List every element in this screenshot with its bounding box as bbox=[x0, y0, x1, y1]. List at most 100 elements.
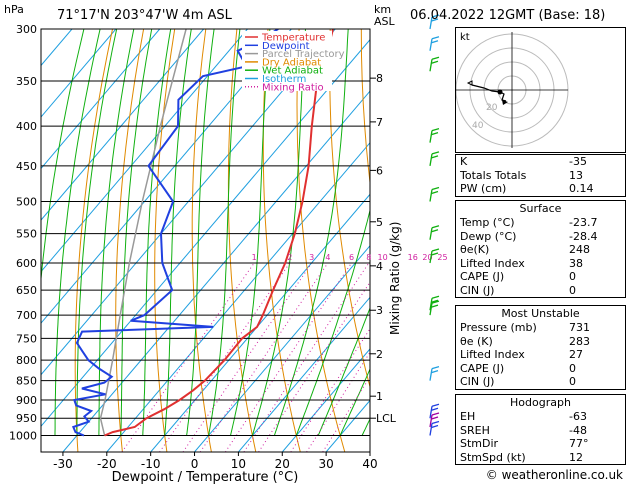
stat-value: 0.14 bbox=[569, 182, 594, 195]
wind-barb bbox=[429, 56, 440, 72]
dry-adiabat-line bbox=[296, 29, 346, 452]
wind-barb bbox=[429, 420, 440, 436]
mixing-ratio-label: 10 bbox=[378, 253, 388, 262]
hodograph-plot: kt 20 40 bbox=[455, 32, 569, 148]
height-km-label: 7 bbox=[376, 116, 383, 129]
stat-value: 13 bbox=[569, 168, 583, 182]
x-tick-label: 10 bbox=[231, 457, 246, 471]
stat-row: CAPE (J) 0 bbox=[456, 270, 625, 284]
dry-adiabat-line bbox=[74, 29, 113, 452]
isotherm-line bbox=[41, 29, 117, 118]
dry-adiabat-line bbox=[360, 29, 370, 187]
dry-adiabat-line bbox=[329, 29, 370, 389]
legend-label: Temperature bbox=[261, 33, 325, 44]
stat-label: Totals Totals bbox=[460, 168, 527, 182]
height-km-label: 5 bbox=[376, 216, 383, 229]
pressure-unit-label: hPa bbox=[4, 3, 24, 16]
stat-row: SREH -48 bbox=[456, 424, 625, 438]
pressure-tick-label: 850 bbox=[16, 375, 37, 388]
stat-row: Pressure (mb) 731 bbox=[456, 321, 625, 335]
stat-value: 27 bbox=[569, 348, 583, 361]
isotherm-line bbox=[238, 296, 370, 452]
temperature-line bbox=[104, 29, 334, 437]
legend-label: Dewpoint bbox=[262, 41, 310, 52]
legend-label: Wet Adiabat bbox=[262, 66, 323, 77]
mixing-ratio-label: 25 bbox=[437, 253, 447, 262]
mixing-ratio-label: 3 bbox=[309, 253, 314, 262]
hodograph-panel: kt 20 40 bbox=[455, 27, 626, 153]
stat-row: Dewp (°C) -28.4 bbox=[456, 230, 625, 244]
most-unstable-title: Most Unstable bbox=[501, 307, 580, 320]
pressure-tick-label: 450 bbox=[16, 160, 37, 173]
pressure-tick-label: 400 bbox=[16, 120, 37, 133]
pressure-tick-label: 1000 bbox=[9, 430, 37, 443]
stat-row: EH -63 bbox=[456, 410, 625, 424]
most-unstable-panel: Most Unstable Pressure (mb) 731 θe (K) 283 L… bbox=[455, 305, 626, 390]
legend-box bbox=[242, 31, 332, 91]
stat-value: 248 bbox=[569, 243, 590, 256]
stat-label: CAPE (J) bbox=[460, 361, 505, 375]
stat-label: EH bbox=[460, 410, 476, 423]
stat-label: K bbox=[460, 155, 468, 168]
stat-row: Temp (°C) -23.7 bbox=[456, 216, 625, 230]
pressure-tick-label: 600 bbox=[16, 257, 37, 270]
wet-adiabat-line bbox=[76, 29, 118, 436]
wet-adiabat-line bbox=[41, 29, 85, 284]
stat-value: -28.4 bbox=[569, 229, 598, 243]
stat-label: StmDir bbox=[460, 437, 499, 450]
hodograph-start-marker bbox=[466, 80, 473, 86]
wind-barb bbox=[429, 151, 440, 167]
wet-adiabat-line bbox=[317, 306, 370, 436]
mixing-ratio-label: 6 bbox=[349, 253, 354, 262]
stat-value: 0 bbox=[569, 375, 576, 388]
stat-value: -63 bbox=[569, 410, 587, 423]
mixing-ratio-line bbox=[258, 281, 370, 452]
stat-label: CIN (J) bbox=[460, 283, 495, 297]
stat-row: CIN (J) 0 bbox=[456, 375, 625, 389]
x-tick-label: -10 bbox=[141, 457, 161, 471]
stat-label: θe(K) bbox=[460, 243, 490, 256]
stat-row: PW (cm) 0.14 bbox=[456, 182, 625, 196]
x-axis-label: Dewpoint / Temperature (°C) bbox=[112, 470, 299, 485]
isotherm-line bbox=[41, 29, 292, 324]
stat-row: CAPE (J) 0 bbox=[456, 362, 625, 376]
height-km-label: 3 bbox=[376, 304, 383, 317]
stat-row: K -35 bbox=[456, 155, 625, 169]
stat-label: SREH bbox=[460, 423, 490, 437]
stat-label: CAPE (J) bbox=[460, 270, 505, 283]
x-tick-label: 40 bbox=[362, 457, 377, 471]
isotherm-line bbox=[41, 38, 370, 428]
stat-label: StmSpd (kt) bbox=[460, 450, 526, 464]
wind-barb bbox=[429, 412, 440, 428]
stat-label: PW (cm) bbox=[460, 182, 507, 195]
isotherm-line bbox=[41, 29, 248, 273]
isotherm-line bbox=[150, 193, 370, 452]
stat-value: -23.7 bbox=[569, 216, 598, 229]
stat-value: -35 bbox=[569, 155, 587, 168]
pressure-tick-label: 900 bbox=[16, 394, 37, 407]
stat-value: 0 bbox=[569, 283, 576, 297]
mixing-ratio-label: 4 bbox=[325, 253, 330, 262]
x-tick-label: -20 bbox=[97, 457, 117, 471]
stat-row: StmDir 77° bbox=[456, 437, 625, 451]
pressure-tick-label: 300 bbox=[16, 23, 37, 36]
height-km-label: 4 bbox=[376, 260, 383, 273]
pressure-tick-label: 350 bbox=[16, 75, 37, 88]
stat-label: Pressure (mb) bbox=[460, 321, 537, 334]
dry-adiabat-line bbox=[115, 29, 145, 452]
mixing-ratio-line bbox=[224, 262, 352, 452]
isotherm-line bbox=[41, 29, 204, 221]
height-km-label: 1 bbox=[376, 390, 383, 403]
mixing-ratio-label: 2 bbox=[287, 253, 292, 262]
pressure-tick-label: 650 bbox=[16, 284, 37, 297]
stat-label: Temp (°C) bbox=[460, 216, 515, 229]
footer-credit[interactable]: © weatheronline.co.uk bbox=[485, 468, 623, 482]
legend-label: Dry Adiabat bbox=[262, 57, 321, 68]
pressure-tick-label: 500 bbox=[16, 195, 37, 208]
stat-value: 283 bbox=[569, 334, 590, 348]
stat-value: 0 bbox=[569, 270, 576, 283]
stat-label: Dewp (°C) bbox=[460, 229, 517, 243]
dry-adiabat-line bbox=[191, 29, 212, 452]
hodograph-stats-title: Hodograph bbox=[510, 396, 571, 409]
